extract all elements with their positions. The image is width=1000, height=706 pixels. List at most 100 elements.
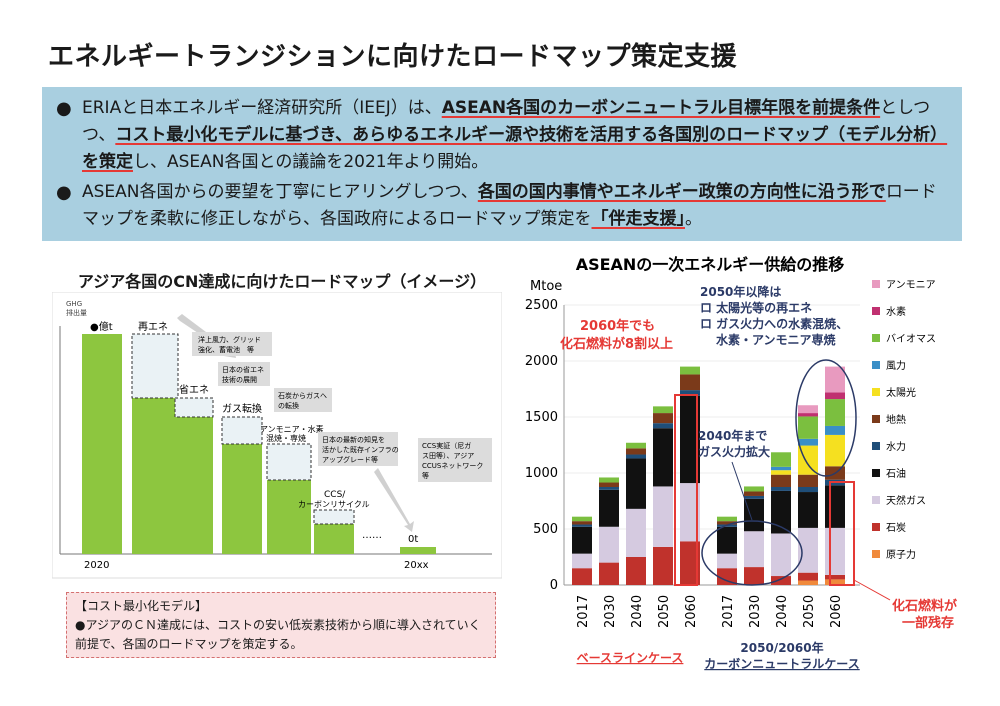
cost-model-body: ●アジアのＣＮ達成には、コストの安い低炭素技術から順に導入されていく前提で、各国…	[75, 618, 481, 651]
x-end-label: 20xx	[404, 560, 429, 571]
gas-note-2: ガス火力拡大	[698, 444, 770, 459]
stacked-bars	[572, 366, 845, 585]
callout-3-line-2: の転換	[278, 401, 299, 410]
gas-note-1: 2040年まで	[698, 428, 767, 443]
remain-note-1: 化石燃料が	[892, 598, 957, 614]
x-tick-label: 2017	[576, 595, 591, 628]
bar-segment	[771, 533, 791, 577]
bar-segment	[744, 531, 764, 568]
asean-supply-chart: ASEANの一次エネルギー供給の推移 Mtoe 0 500 1000 1500 2000…	[525, 255, 957, 671]
ghg-label: GHG	[66, 300, 82, 308]
bar-segment	[744, 567, 764, 585]
bar-segment	[599, 489, 619, 527]
legend-swatch	[872, 307, 880, 315]
highlight-baseline-2060	[674, 394, 698, 586]
ccs-box	[313, 509, 355, 525]
y-tick-label: 0	[550, 578, 558, 593]
callout-2	[218, 362, 270, 386]
summary-bullet-1: ● ERIAと日本エネルギー経済研究所（IEEJ）は、ASEAN各国のカーボンニ…	[56, 95, 952, 176]
bar-segment	[626, 508, 646, 557]
legend-label: 原子力	[886, 548, 916, 561]
x-tick-label: 2030	[748, 595, 763, 628]
cn-group-label-2: カーボンニュートラルケース	[704, 656, 859, 671]
bar-segment	[599, 487, 619, 490]
bar-segment	[798, 580, 818, 585]
bar-segment	[717, 568, 737, 585]
bar-segment	[798, 413, 818, 417]
bar-segment	[825, 399, 845, 426]
y-tick-label: 1500	[525, 410, 558, 425]
bar-segment	[680, 395, 700, 484]
legend-label: バイオマス	[886, 333, 936, 345]
callout-3	[274, 388, 332, 412]
bar-segment	[744, 486, 764, 492]
zero-label: 0t	[408, 534, 418, 545]
bar-segment	[626, 442, 646, 449]
ammonia-box	[266, 443, 312, 481]
callout-5	[418, 438, 492, 482]
bar-segment	[798, 492, 818, 528]
bar-segment	[798, 474, 818, 487]
post2050-note-2: ロ 太陽光等の再エネ	[700, 300, 812, 315]
legend-swatch	[872, 415, 880, 423]
x-tick-label: 2040	[630, 595, 645, 628]
legend-label: 石炭	[886, 522, 906, 534]
bullet2-emphasis-2: 「伴走支援」	[591, 209, 686, 229]
page-title: エネルギートランジションに向けたロードマップ策定支援	[48, 42, 738, 72]
dots-label: ……	[362, 530, 382, 541]
y-tick-label: 2000	[525, 354, 558, 369]
bar-segment	[717, 521, 737, 525]
bar-segment	[825, 574, 845, 580]
callout-4-line-2: 活かした既存インフラの	[322, 445, 399, 454]
gas-note-line	[731, 461, 753, 521]
legend-label: 地熱	[886, 413, 906, 426]
legend-swatch	[872, 469, 880, 477]
x-tick-label: 2017	[721, 595, 736, 628]
bullet1-text-3: し、ASEAN各国との議論を2021年より開始。	[133, 152, 489, 172]
bullet2-text-2: ロードマップを柔軟に修正しながら、各国政府によるロードマップ策定を	[82, 182, 937, 229]
bar-segment	[680, 366, 700, 375]
legend-label: 天然ガス	[886, 494, 926, 507]
bar-segment	[626, 448, 646, 455]
bar-segment	[680, 374, 700, 391]
bar-segment	[798, 527, 818, 573]
callout-4-line-1: 日本の最新の知見を	[322, 435, 385, 444]
bullet1-emphasis-1: ASEAN各国のカーボンニュートラル目標年限を前提条件	[441, 98, 881, 118]
ccs-label-1: CCS/	[324, 490, 346, 500]
gas-switch-box	[221, 416, 263, 445]
bar-segment	[599, 562, 619, 585]
bar-segment	[599, 526, 619, 563]
bar-segment	[572, 568, 592, 585]
post2050-circle	[795, 359, 857, 477]
ammonia-label-1: アンモニア・水素	[260, 424, 324, 434]
emission-label: 排出量	[66, 308, 87, 317]
top-label: ●億t	[90, 320, 113, 333]
saving-label: 省エネ	[179, 383, 209, 396]
bar-segment	[572, 553, 592, 569]
fossil-note-2: 化石燃料が8割以上	[560, 336, 673, 352]
callout-5-line-3: CCUSネットワーク	[422, 462, 483, 470]
bar-segment	[825, 434, 845, 467]
x-tick-labels: 2017 2030 2040 2050 2060 2017 2030 2040 2050 2060	[576, 595, 844, 628]
y-tick-label: 1000	[525, 466, 558, 481]
bar-segment	[744, 495, 764, 499]
roadmap-bar-6	[314, 524, 354, 554]
bar-segment	[771, 470, 791, 475]
highlight-cn-2060	[829, 481, 855, 586]
bar-segment	[825, 579, 845, 585]
bullet2-text-1: ASEAN各国からの要望を丁寧にヒアリングしつつ、	[82, 182, 478, 202]
legend-label: 太陽光	[886, 386, 916, 399]
bar-segment	[626, 458, 646, 509]
bullet1-text-1: ERIAと日本エネルギー経済研究所（IEEJ）は、	[82, 98, 442, 118]
bar-segment	[798, 572, 818, 581]
gas-switch-label: ガス転換	[222, 403, 262, 415]
post2050-note-3: ロ ガス火力への水素混焼、	[700, 316, 848, 331]
legend-label: 風力	[886, 359, 906, 372]
bar-segment	[771, 474, 791, 487]
bar-segment	[653, 423, 673, 429]
legend-swatch	[872, 280, 880, 288]
callout-3-line-1: 石炭からガスへ	[278, 391, 327, 400]
callout-4	[318, 432, 398, 466]
bar-segment	[771, 452, 791, 467]
roadmap-bar-3	[175, 417, 213, 554]
